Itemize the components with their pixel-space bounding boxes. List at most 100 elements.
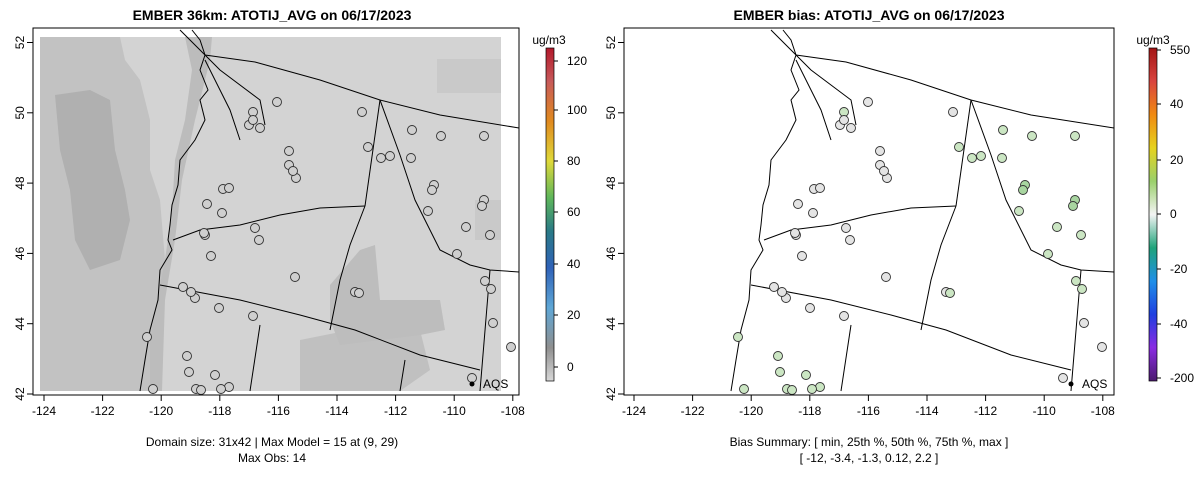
right-x-axis: -124 -122 -120 -118 -116 -114 -112 -110 -108 — [622, 395, 1115, 418]
bias-station-marker — [797, 251, 807, 261]
station-marker — [224, 382, 234, 392]
station-marker — [406, 153, 416, 163]
station-marker — [217, 208, 227, 218]
bias-station-marker — [1076, 230, 1086, 240]
station-marker — [250, 223, 260, 233]
station-marker — [427, 185, 437, 195]
right-x-tick-label: -108 — [1091, 404, 1115, 418]
right-y-tick-label: 44 — [604, 317, 618, 331]
bias-station-marker — [807, 384, 817, 394]
bias-station-marker — [733, 332, 743, 342]
left-y-tick-label: 44 — [13, 317, 27, 331]
right-x-tick-label: -122 — [681, 404, 705, 418]
station-marker — [385, 151, 395, 161]
station-marker — [248, 115, 258, 125]
bias-station-marker — [775, 367, 785, 377]
station-marker — [202, 199, 212, 209]
station-marker — [486, 284, 496, 294]
right-colorbar-tick-label: -40 — [1170, 317, 1188, 331]
station-marker — [506, 342, 516, 352]
bias-station-marker — [793, 199, 803, 209]
right-x-tick-label: -116 — [857, 404, 880, 418]
or-id-border — [329, 205, 366, 331]
aqs-legend-marker-right — [1068, 381, 1074, 387]
bias-station-marker — [1097, 342, 1107, 352]
aqs-label-right: AQS — [1082, 377, 1107, 391]
station-marker — [288, 166, 298, 176]
left-x-axis: -124 -122 -120 -118 -116 -114 -112 -110 -108 — [32, 395, 525, 418]
station-marker — [142, 332, 152, 342]
station-marker — [255, 123, 265, 133]
station-marker — [206, 251, 216, 261]
bias-station-marker — [808, 208, 818, 218]
left-colorbar-unit: ug/m3 — [532, 33, 566, 47]
bias-station-marker — [1077, 284, 1087, 294]
bias-station-marker — [839, 311, 849, 321]
bias-station-marker — [875, 146, 885, 156]
left-x-tick-label: -108 — [501, 404, 525, 418]
bias-station-marker — [997, 153, 1007, 163]
left-y-tick-label: 42 — [13, 387, 27, 401]
vancouver-island — [179, 29, 266, 126]
left-y-tick-label: 46 — [13, 246, 27, 260]
right-borders — [730, 29, 1114, 392]
canada-border — [204, 54, 519, 129]
bias-station-marker — [998, 125, 1008, 135]
wa-or-border — [172, 205, 366, 241]
left-colorbar-ticks: 0 20 40 60 80 100 120 — [554, 54, 587, 374]
bias-station-marker — [1071, 276, 1081, 286]
bias-station-marker — [948, 107, 958, 117]
left-footer-line1: Domain size: 31x42 | Max Model = 15 at (… — [146, 435, 398, 449]
right-footer-line1: Bias Summary: [ min, 25th %, 50th %, 75t… — [730, 435, 1009, 449]
left-x-tick-label: -124 — [32, 404, 56, 418]
station-marker — [199, 228, 209, 238]
bias-station-marker — [879, 166, 889, 176]
station-marker — [480, 276, 490, 286]
bias-station-marker — [805, 303, 815, 313]
left-plot-frame — [32, 27, 520, 396]
left-y-tick-label: 52 — [13, 36, 27, 50]
right-map: AQS — [730, 29, 1114, 395]
bias-station-marker — [841, 223, 851, 233]
right-x-tick-label: -114 — [915, 404, 938, 418]
station-marker — [485, 230, 495, 240]
left-colorbar-tick-label: 40 — [567, 257, 581, 271]
bias-station-marker — [1058, 373, 1068, 383]
left-colorbar — [545, 47, 555, 382]
right-y-tick-label: 52 — [604, 36, 618, 50]
station-marker — [452, 249, 462, 259]
right-y-tick-label: 48 — [604, 176, 618, 190]
bias-station-marker — [845, 235, 855, 245]
bias-station-marker — [787, 385, 797, 395]
model-field-coast-band — [120, 37, 212, 391]
right-x-tick-label: -118 — [798, 404, 821, 418]
left-x-tick-label: -120 — [149, 404, 173, 418]
aqs-legend-marker — [469, 381, 475, 387]
right-y-tick-label: 42 — [604, 387, 618, 401]
bias-station-marker — [846, 123, 856, 133]
bias-station-marker — [1018, 185, 1028, 195]
bias-station-marker — [1027, 131, 1037, 141]
left-title: EMBER 36km: ATOTIJ_AVG on 06/17/2023 — [133, 7, 412, 23]
station-marker — [210, 370, 220, 380]
station-marker — [407, 125, 417, 135]
left-x-tick-label: -116 — [267, 404, 290, 418]
bias-station-marker — [1079, 318, 1089, 328]
station-marker — [488, 318, 498, 328]
id-ut-border — [399, 359, 406, 392]
left-y-tick-label: 50 — [13, 106, 27, 120]
right-colorbar-tick-label: 20 — [1170, 153, 1184, 167]
station-marker — [436, 131, 446, 141]
station-marker — [248, 311, 258, 321]
right-plot-frame — [623, 27, 1115, 396]
station-marker — [214, 303, 224, 313]
right-y-tick-label: 46 — [604, 246, 618, 260]
bias-station-marker — [773, 351, 783, 361]
left-colorbar-tick-label: 60 — [567, 205, 581, 219]
station-marker — [284, 146, 294, 156]
bias-station-marker — [815, 183, 825, 193]
station-marker — [224, 183, 234, 193]
left-borders — [139, 29, 519, 392]
right-colorbar — [1148, 47, 1158, 382]
bias-station-marker — [967, 153, 977, 163]
